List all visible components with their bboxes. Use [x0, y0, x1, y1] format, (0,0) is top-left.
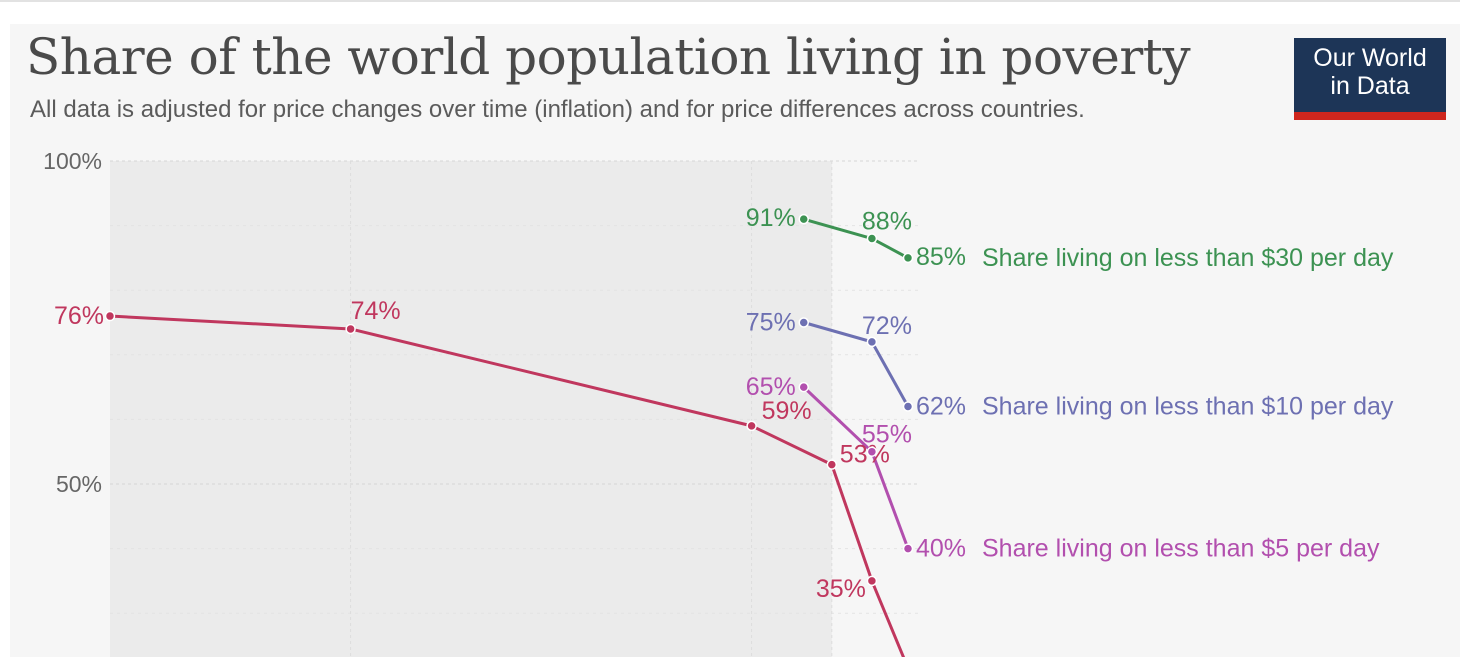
- data-label: 72%: [862, 312, 912, 340]
- owid-logo-line1: Our World: [1313, 44, 1427, 72]
- data-point: [866, 336, 878, 348]
- owid-logo-text: Our World in Data: [1294, 44, 1446, 100]
- owid-logo-accent: [1294, 112, 1446, 120]
- data-label: 40%: [916, 535, 966, 563]
- series-name-label: Share living on less than $10 per day: [982, 392, 1394, 420]
- data-point: [798, 213, 809, 225]
- data-point: [798, 317, 809, 328]
- data-label: 74%: [351, 297, 401, 325]
- top-divider: [0, 0, 1460, 2]
- data-point: [104, 310, 116, 322]
- data-point: [902, 543, 914, 554]
- data-label: 88%: [862, 208, 912, 236]
- series-line: [109, 314, 906, 657]
- chart-title: Share of the world population living in …: [26, 28, 1191, 86]
- data-label: 75%: [746, 309, 796, 337]
- series-name-label: Share living on less than $5 per day: [982, 535, 1380, 563]
- y-tick-label: 50%: [56, 471, 102, 497]
- data-label: 35%: [816, 575, 866, 603]
- chart-subtitle: All data is adjusted for price changes o…: [30, 96, 1085, 123]
- data-label: 62%: [916, 392, 966, 420]
- series-name-label: Share living on less than $30 per day: [982, 244, 1394, 272]
- y-tick-label: 100%: [43, 148, 102, 174]
- data-label: 55%: [862, 421, 912, 449]
- data-point: [902, 252, 914, 264]
- data-point: [798, 381, 809, 393]
- owid-logo-line2: in Data: [1330, 72, 1410, 100]
- data-point: [345, 323, 356, 335]
- data-point: [902, 401, 914, 412]
- plot-shaded-region: [110, 161, 832, 657]
- data-point: [866, 446, 878, 457]
- data-label: 76%: [54, 302, 104, 330]
- data-label: 53%: [840, 441, 890, 469]
- data-point: [826, 459, 838, 470]
- data-point: [746, 420, 757, 432]
- data-label: 65%: [746, 373, 796, 401]
- data-point: [866, 233, 878, 244]
- data-label: 59%: [762, 397, 812, 425]
- data-label: 85%: [916, 243, 966, 271]
- data-point: [866, 575, 878, 587]
- owid-logo[interactable]: Our World in Data: [1294, 38, 1446, 120]
- data-label: 91%: [746, 204, 796, 232]
